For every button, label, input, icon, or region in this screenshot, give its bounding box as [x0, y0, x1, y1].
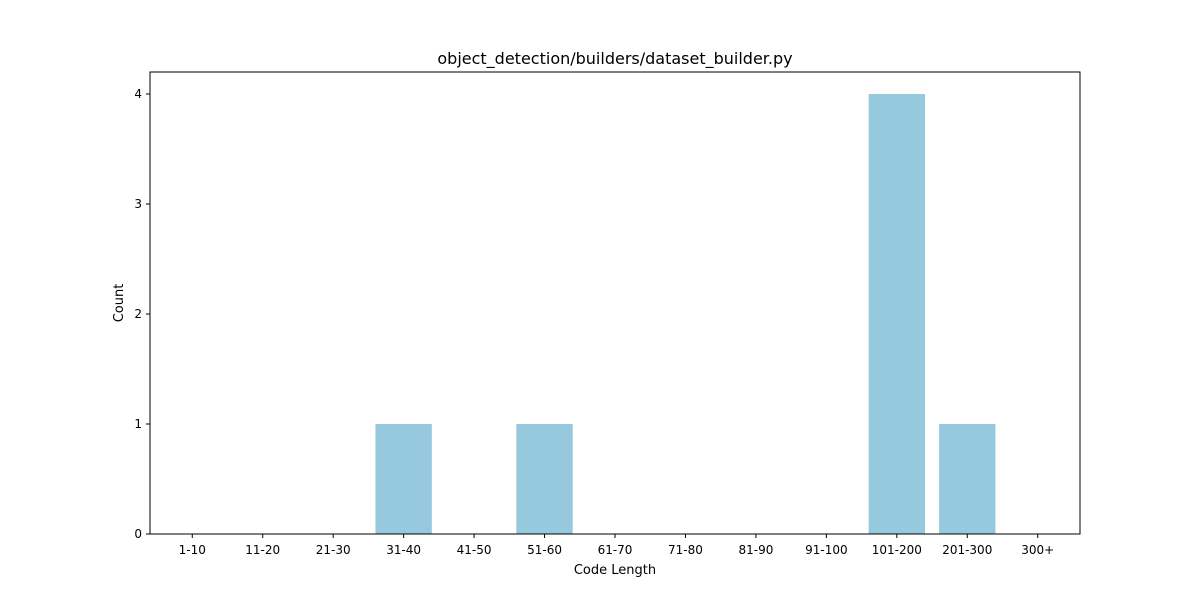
x-tick-label: 61-70 — [598, 543, 633, 557]
y-tick-label: 3 — [134, 197, 142, 211]
plot-area: 1-10 11-20 21-30 31-40 41-50 51-60 61-70 71-80 8… — [134, 71, 1081, 557]
bar-31-40 — [375, 424, 432, 534]
x-tick-label: 71-80 — [668, 543, 703, 557]
x-tick-label: 31-40 — [386, 543, 421, 557]
y-axis: 0 1 2 3 4 — [134, 87, 150, 541]
bar-101-200 — [868, 94, 925, 534]
x-tick-label: 21-30 — [316, 543, 351, 557]
x-tick-label: 300+ — [1021, 543, 1054, 557]
x-tick-label: 41-50 — [457, 543, 492, 557]
x-tick-label: 1-10 — [179, 543, 206, 557]
bar-201-300 — [939, 424, 996, 534]
x-tick-label: 51-60 — [527, 543, 562, 557]
y-tick-label: 1 — [134, 417, 142, 431]
x-tick-label: 91-100 — [805, 543, 848, 557]
y-tick-label: 4 — [134, 87, 142, 101]
y-tick-label: 2 — [134, 307, 142, 321]
y-axis-label: Count — [112, 284, 127, 323]
x-tick-label: 11-20 — [245, 543, 280, 557]
x-axis: 1-10 11-20 21-30 31-40 41-50 51-60 61-70 71-80 8… — [179, 534, 1054, 557]
x-axis-label: Code Length — [574, 563, 656, 578]
x-tick-label: 81-90 — [738, 543, 773, 557]
x-tick-label: 101-200 — [872, 543, 922, 557]
y-tick-label: 0 — [134, 527, 142, 541]
bar-51-60 — [516, 424, 573, 534]
chart-title: object_detection/builders/dataset_builde… — [437, 49, 792, 69]
axes-frame — [149, 71, 1081, 535]
x-tick-label: 201-300 — [942, 543, 992, 557]
bars-group — [375, 94, 996, 534]
